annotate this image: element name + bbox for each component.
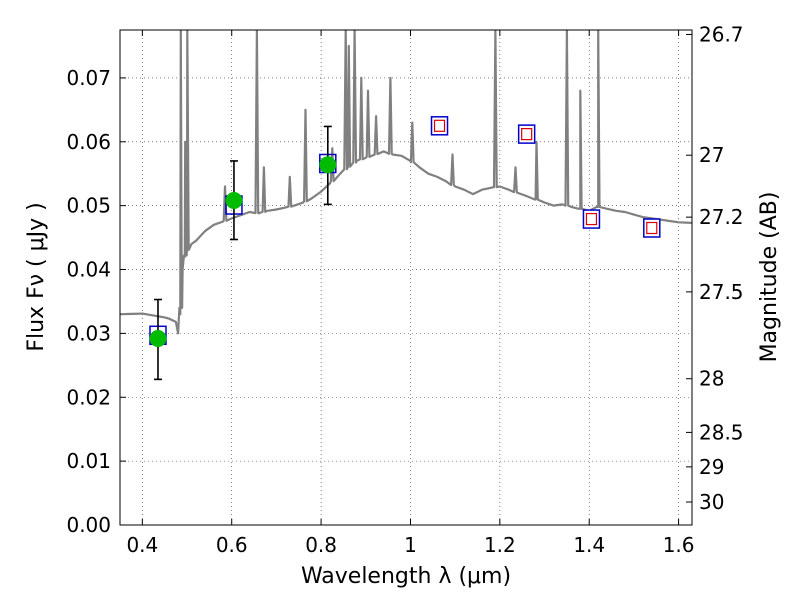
predicted-inner-square (585, 212, 598, 226)
magnitude-tick-label: 28 (699, 367, 724, 391)
magnitude-tick-label: 27.2 (699, 205, 744, 229)
x-tick-label: 0.8 (305, 533, 337, 557)
spectrum (120, 30, 692, 335)
y-axis-ticks: 0.00 0.01 0.02 0.03 0.04 0.05 0.06 0.07 (66, 66, 126, 537)
predicted-inner-square (646, 221, 658, 235)
magnitude-tick-label: 27.5 (699, 280, 744, 304)
y-axis-label: Flux Fν ( μJy ) (24, 202, 49, 351)
observed-point (225, 192, 243, 210)
magnitude-tick-label: 29 (699, 455, 724, 479)
observed-point (319, 156, 337, 174)
x-tick-label: 0.4 (126, 533, 158, 557)
spectrum-line (120, 30, 692, 335)
x-tick-label: 0.6 (216, 533, 248, 557)
markers (149, 116, 661, 381)
x-tick-label: 1.4 (573, 533, 605, 557)
magnitude-tick-label: 26.7 (699, 22, 744, 46)
plot-frame (119, 29, 693, 526)
predicted-inner-square (521, 128, 533, 141)
y-tick-label: 0.02 (66, 385, 111, 409)
y-tick-label: 0.01 (66, 449, 111, 473)
x-axis-label: Wavelength λ (μm) (301, 564, 511, 589)
x-tick-label: 1.2 (484, 533, 516, 557)
magnitude-axis-ticks: 26.7 27 27.2 27.5 28 28.5 29 30 (686, 22, 744, 514)
magnitude-axis-label: Magnitude (AB) (757, 192, 782, 363)
y-tick-label: 0.06 (66, 130, 111, 154)
magnitude-tick-label: 30 (699, 490, 724, 514)
y-tick-label: 0.04 (66, 258, 111, 282)
predicted-inner-square (433, 119, 446, 132)
grid (120, 30, 692, 526)
x-axis-ticks: 0.4 0.6 0.8 1 1.2 1.4 1.6 (126, 30, 695, 557)
x-tick-label: 1 (404, 533, 417, 557)
y-tick-label: 0.00 (66, 513, 111, 537)
y-tick-label: 0.03 (66, 321, 111, 345)
y-tick-label: 0.07 (66, 66, 111, 90)
x-tick-label: 1.6 (663, 533, 695, 557)
observed-point (149, 329, 167, 347)
magnitude-tick-label: 28.5 (699, 420, 744, 444)
y-tick-label: 0.05 (66, 194, 111, 218)
magnitude-tick-label: 27 (699, 143, 724, 167)
